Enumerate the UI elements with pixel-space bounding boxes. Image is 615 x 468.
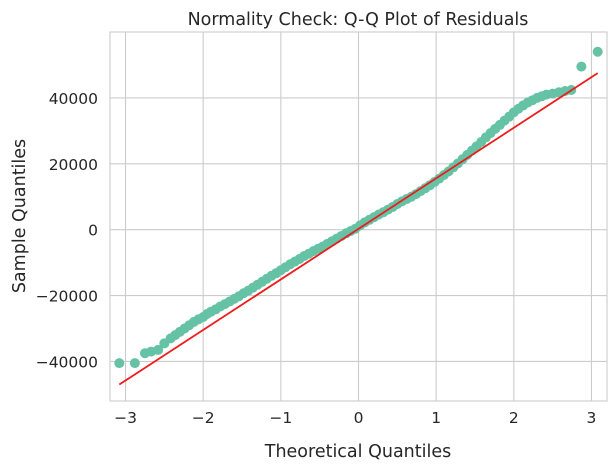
qq-point	[129, 358, 140, 369]
data-points	[114, 46, 603, 369]
x-tick-label: −3	[114, 409, 137, 427]
x-tick-label: −1	[269, 409, 292, 427]
qq-point	[114, 358, 125, 369]
y-axis-label: Sample Quantiles	[10, 139, 30, 293]
y-tick-label: 20000	[49, 156, 98, 174]
y-tick-label: −20000	[36, 288, 98, 306]
y-tick-label: 0	[88, 222, 98, 240]
y-tick-label: −40000	[36, 353, 98, 371]
chart-title: Normality Check: Q-Q Plot of Residuals	[188, 10, 529, 30]
x-tick-label: 2	[509, 409, 519, 427]
x-tick-label: 1	[431, 409, 441, 427]
qq-point	[576, 61, 587, 72]
x-tick-labels: −3 −2 −1 0 1 2 3	[114, 409, 596, 427]
reference-line-layer	[118, 72, 599, 386]
qq-point	[592, 46, 603, 57]
x-axis-label: Theoretical Quantiles	[264, 442, 451, 462]
reference-line	[118, 72, 599, 386]
plot-frame	[109, 31, 608, 402]
qq-point	[153, 344, 164, 355]
x-tick-label: 3	[587, 409, 597, 427]
y-tick-labels: −40000 −20000 0 20000 40000	[36, 90, 98, 372]
x-tick-label: 0	[354, 409, 364, 427]
y-tick-label: 40000	[49, 90, 98, 108]
grid-lines	[110, 32, 607, 401]
x-tick-label: −2	[192, 409, 215, 427]
